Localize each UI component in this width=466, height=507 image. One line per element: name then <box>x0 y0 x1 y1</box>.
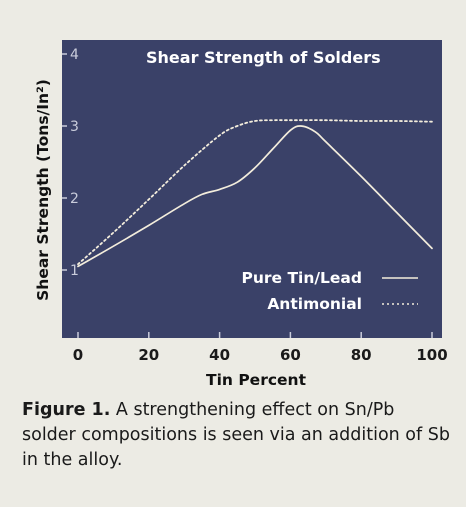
x-tick-label: 60 <box>280 346 301 364</box>
chart-title: Shear Strength of Solders <box>146 48 381 67</box>
series-line-antimonial <box>77 119 433 266</box>
x-tick-label: 40 <box>209 346 230 364</box>
y-tick-label: 2 <box>70 191 79 207</box>
y-axis-title: Shear Strength (Tons/In²) <box>34 79 52 301</box>
legend-label: Antimonial <box>267 295 362 313</box>
y-tick-label: 3 <box>70 119 79 135</box>
figure-caption: Figure 1. A strengthening effect on Sn/P… <box>22 398 452 473</box>
plot-area <box>62 40 442 338</box>
x-tick-label: 100 <box>416 346 447 364</box>
x-tick-label: 0 <box>73 346 83 364</box>
legend-label: Pure Tin/Lead <box>242 269 362 287</box>
caption-text: A strengthening effect on Sn/Pb solder c… <box>22 400 450 470</box>
series-line-pure-tin-lead <box>77 125 433 268</box>
x-tick-label: 80 <box>351 346 372 364</box>
y-tick-label: 1 <box>70 263 79 279</box>
x-axis-title: Tin Percent <box>206 371 307 389</box>
caption-label: Figure 1. <box>22 400 111 420</box>
y-tick-label: 4 <box>70 47 79 63</box>
x-tick-label: 20 <box>138 346 159 364</box>
